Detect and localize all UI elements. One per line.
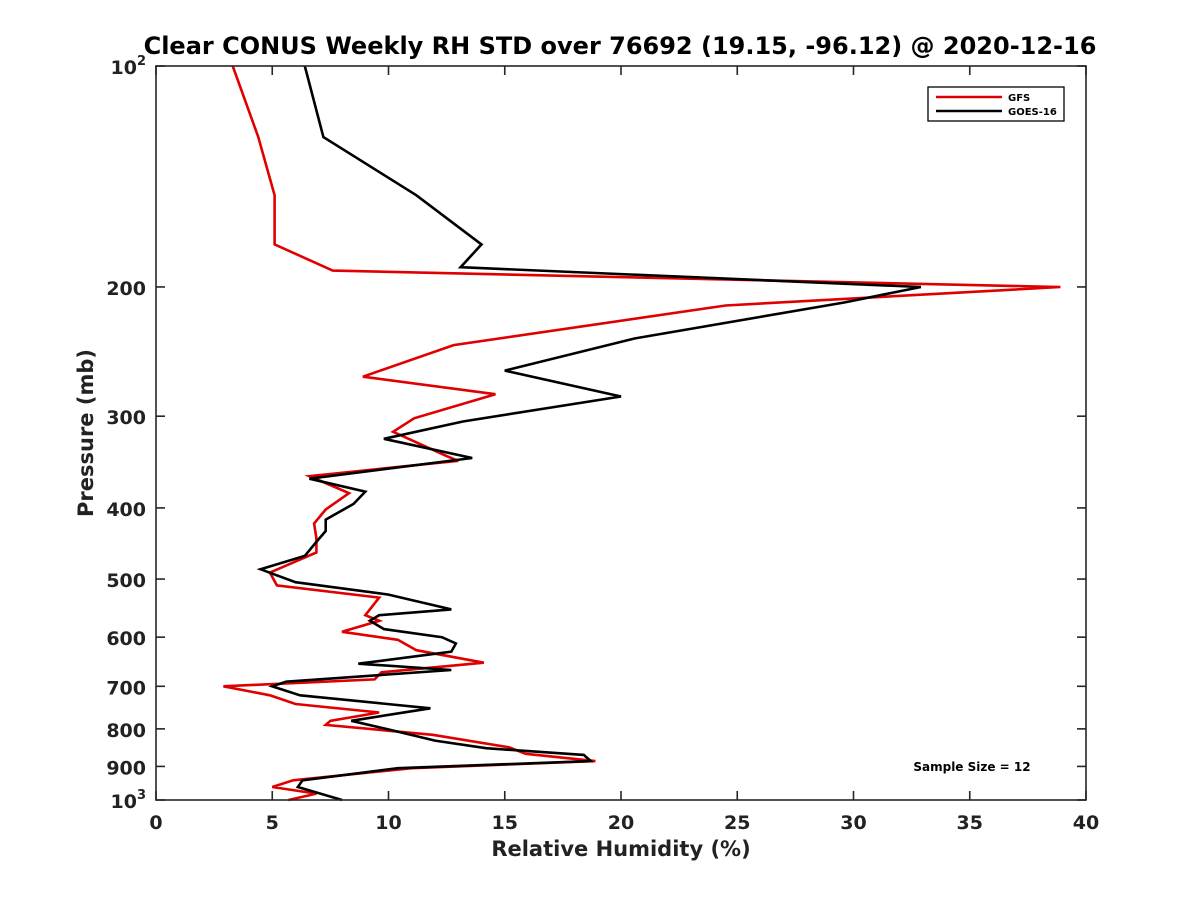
x-axis: 0 5 10 15 20 25 30 35 40 <box>149 66 1099 834</box>
x-tick-label: 5 <box>266 812 279 834</box>
x-tick-label: 20 <box>608 812 634 834</box>
x-tick-label: 40 <box>1073 812 1099 834</box>
y-tick-label: 600 <box>106 628 146 650</box>
y-tick-label: 800 <box>106 720 146 742</box>
y-axis-label: Pressure (mb) <box>74 349 98 517</box>
x-tick-label: 10 <box>375 812 401 834</box>
series-line-goes-16 <box>256 65 922 802</box>
x-tick-label: 0 <box>149 812 162 834</box>
y-tick-label: 400 <box>106 499 146 521</box>
x-tick-label: 25 <box>724 812 750 834</box>
y-tick-label: 103 <box>111 788 147 813</box>
x-tick-label: 30 <box>840 812 866 834</box>
sample-size-annotation: Sample Size = 12 <box>913 760 1030 774</box>
y-tick-label: 300 <box>106 407 146 429</box>
x-axis-label: Relative Humidity (%) <box>491 837 750 861</box>
legend-label: GFS <box>1008 93 1030 104</box>
x-tick-label: 15 <box>492 812 518 834</box>
series-line-gfs <box>223 65 1061 802</box>
legend: GFS GOES-16 <box>927 86 1065 122</box>
y-tick-label: 200 <box>106 278 146 300</box>
series-layer <box>223 65 1061 802</box>
y-tick-label: 500 <box>106 570 146 592</box>
legend-box <box>927 86 1065 122</box>
x-tick-label: 35 <box>957 812 983 834</box>
y-tick-label: 700 <box>106 677 146 699</box>
y-tick-label: 102 <box>111 54 147 79</box>
y-tick-label: 900 <box>106 757 146 779</box>
y-axis: 102 200 300 400 500 600 700 800 900 103 <box>106 54 1086 813</box>
chart-title: Clear CONUS Weekly RH STD over 76692 (19… <box>144 32 1097 60</box>
legend-label: GOES-16 <box>1008 107 1057 118</box>
plot-area-frame <box>155 65 1087 801</box>
